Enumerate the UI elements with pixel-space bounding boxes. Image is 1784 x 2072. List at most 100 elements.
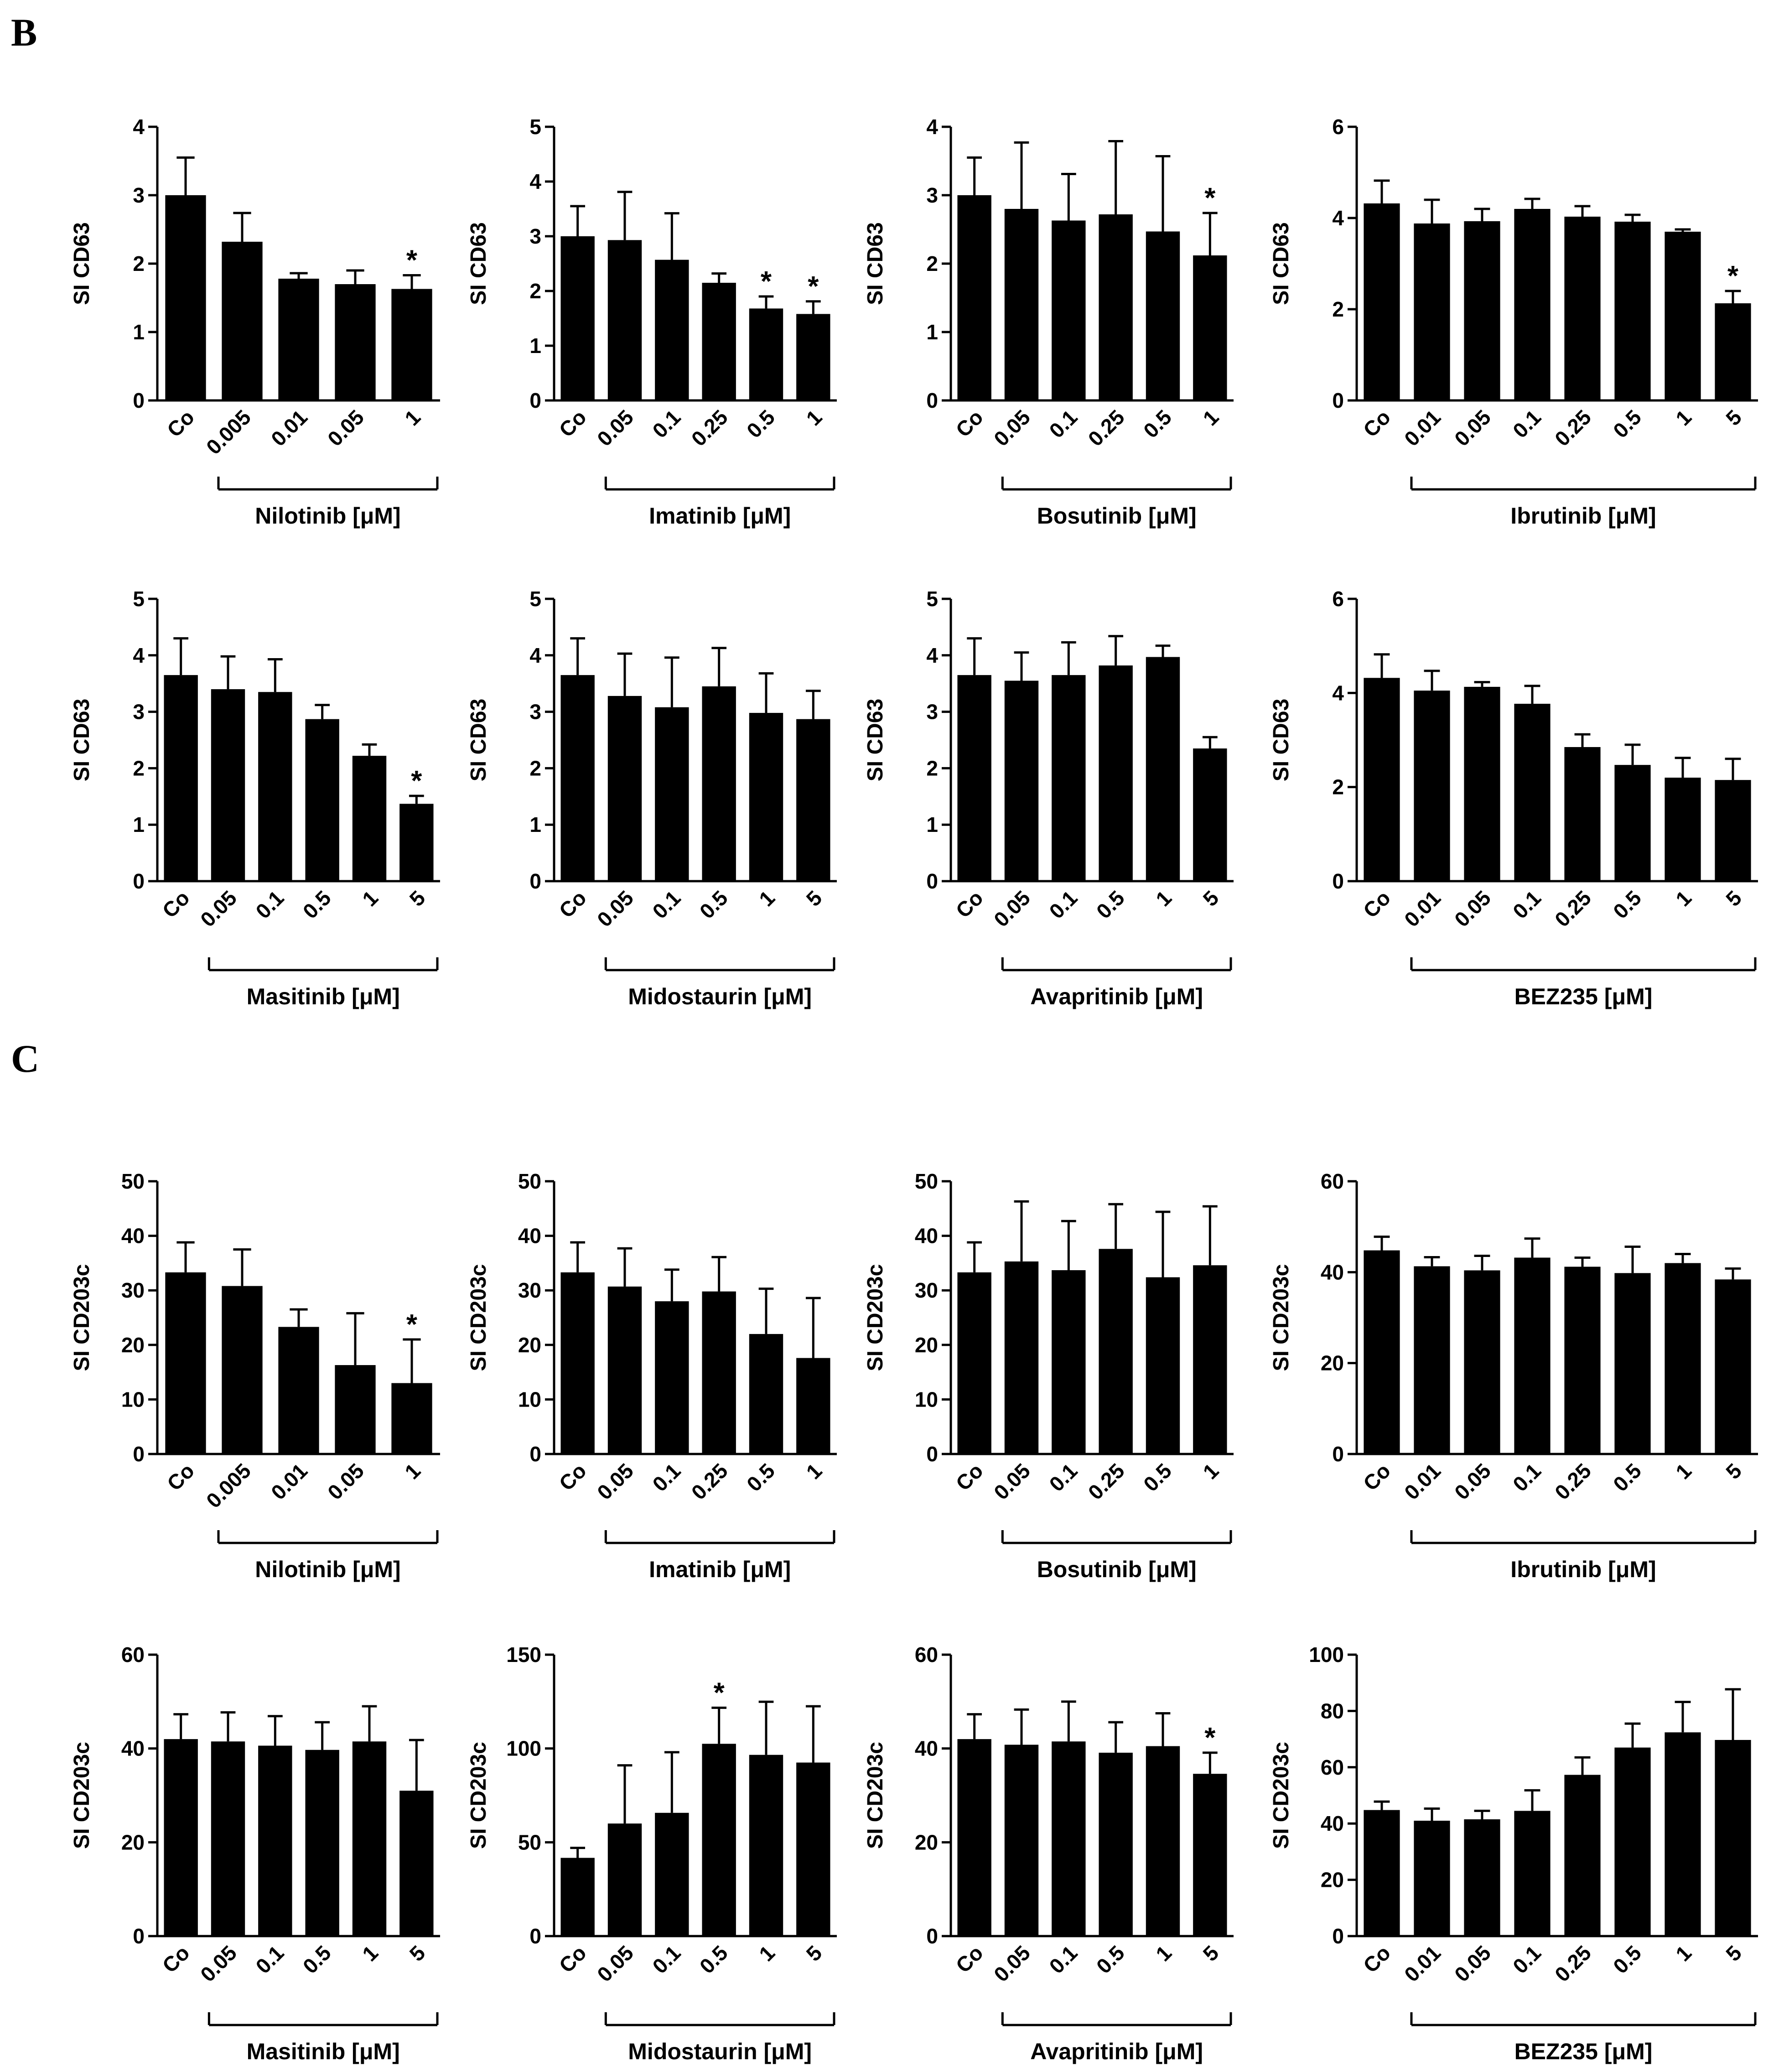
x-axis-label: Masitinib [μM] (247, 2039, 400, 2064)
y-axis-label: SI CD63 (70, 699, 94, 781)
x-tick-label: 0.5 (1139, 405, 1176, 442)
bar (1099, 665, 1133, 881)
y-tick-label: 2 (926, 252, 938, 275)
x-axis-label: Imatinib [μM] (649, 503, 791, 529)
y-axis-label: SI CD203c (70, 1742, 94, 1849)
y-axis-label: SI CD203c (1269, 1264, 1293, 1371)
bar (335, 1365, 376, 1454)
x-tick-label: 0.05 (1450, 1941, 1495, 1986)
y-tick-label: 2 (529, 756, 541, 780)
x-tick-label: 0.05 (592, 1941, 638, 1986)
bar (1364, 1250, 1400, 1454)
y-tick-label: 40 (518, 1224, 541, 1248)
y-tick-label: 3 (926, 183, 938, 207)
x-tick-label: 0.5 (298, 886, 336, 923)
y-tick-label: 60 (1321, 1169, 1344, 1193)
bar (607, 240, 642, 400)
y-tick-label: 20 (121, 1830, 145, 1854)
y-tick-label: 20 (915, 1830, 938, 1854)
y-tick-label: 50 (915, 1169, 938, 1193)
x-tick-label: 0.05 (1450, 1459, 1495, 1504)
y-tick-label: 10 (915, 1387, 938, 1411)
x-tick-label: 0.1 (1508, 405, 1545, 442)
bar-chart-2: 0 1 2 3 4 5 SI CD63 Co 0.05 0.1 0.25 * 0.5 * 1 Imatinib… (467, 115, 837, 529)
x-tick-label: 1 (1671, 886, 1696, 911)
significance-star: * (714, 1677, 725, 1708)
bar (560, 675, 595, 881)
x-tick-label: 0.1 (648, 1941, 685, 1978)
bar (1665, 778, 1701, 881)
y-tick-label: 0 (926, 869, 938, 893)
x-tick-label: 5 (1721, 405, 1746, 430)
x-tick-label: 1 (802, 1459, 827, 1484)
x-tick-label: 0.01 (1400, 1459, 1445, 1504)
x-tick-label: Co (1359, 886, 1395, 922)
x-tick-label: 0.5 (695, 1941, 732, 1978)
bar (1052, 1270, 1086, 1454)
x-tick-label: 0.05 (196, 886, 241, 931)
x-axis-label: Avapritinib [μM] (1030, 984, 1203, 1009)
bar (1665, 232, 1701, 400)
bar (957, 1272, 991, 1454)
y-tick-label: 40 (121, 1224, 145, 1248)
y-tick-label: 0 (926, 1442, 938, 1466)
bar (1414, 1821, 1450, 1936)
bar (352, 756, 387, 881)
significance-star: * (1204, 1722, 1216, 1754)
x-axis-label: Avapritinib [μM] (1030, 2039, 1203, 2064)
y-tick-label: 80 (1321, 1699, 1344, 1723)
x-axis-label: Ibrutinib [μM] (1510, 1557, 1656, 1582)
y-axis-label: SI CD63 (467, 222, 491, 305)
x-tick-label: 0.5 (1092, 886, 1129, 923)
bar (957, 1739, 991, 1936)
x-tick-label: 1 (400, 1459, 425, 1484)
bar (796, 719, 830, 881)
bar (957, 675, 991, 881)
y-tick-label: 0 (926, 389, 938, 412)
bar-chart-9: 0 10 20 30 40 50 SI CD203c Co 0.005 0.01 0.05 * 1 Nil… (70, 1169, 440, 1582)
x-tick-label: 5 (1198, 1941, 1224, 1966)
y-tick-label: 0 (1332, 869, 1344, 893)
y-tick-label: 6 (1332, 115, 1344, 139)
y-axis-label: SI CD63 (863, 699, 887, 781)
x-tick-label: 0.5 (1608, 405, 1646, 442)
x-tick-label: Co (1359, 1459, 1395, 1495)
bar (1614, 222, 1651, 400)
bar (607, 696, 642, 881)
y-tick-label: 1 (529, 334, 541, 358)
bar (655, 707, 689, 881)
bar (1665, 1732, 1701, 1936)
y-tick-label: 2 (529, 279, 541, 303)
bar (1464, 1819, 1500, 1936)
x-tick-label: 0.05 (989, 405, 1035, 451)
x-tick-label: 0.05 (1450, 405, 1495, 451)
x-tick-label: 0.01 (266, 405, 312, 451)
x-tick-label: 5 (802, 886, 827, 911)
bar (258, 1745, 292, 1936)
bar (211, 1741, 245, 1936)
bar (1099, 1249, 1133, 1454)
x-tick-label: 0.1 (648, 1459, 685, 1496)
bar (258, 692, 292, 881)
x-tick-label: 5 (1721, 1941, 1746, 1966)
x-tick-label: 1 (802, 405, 827, 430)
significance-star: * (406, 245, 418, 276)
y-axis-label: SI CD203c (467, 1264, 491, 1371)
x-tick-label: 5 (405, 886, 430, 911)
bar (560, 1272, 595, 1454)
y-tick-label: 20 (1321, 1351, 1344, 1375)
y-tick-label: 6 (1332, 587, 1344, 611)
x-tick-label: 1 (1671, 405, 1696, 430)
x-tick-label: 0.1 (1508, 886, 1545, 923)
bar (335, 284, 376, 400)
bar (278, 1327, 319, 1454)
y-tick-label: 60 (121, 1643, 145, 1667)
bar (560, 236, 595, 400)
y-axis-label: SI CD203c (863, 1264, 887, 1371)
bar (749, 713, 783, 881)
x-tick-label: Co (1359, 405, 1395, 441)
bar (222, 242, 263, 400)
y-tick-label: 30 (915, 1278, 938, 1302)
bar (1514, 704, 1551, 881)
y-tick-label: 40 (1321, 1260, 1344, 1284)
